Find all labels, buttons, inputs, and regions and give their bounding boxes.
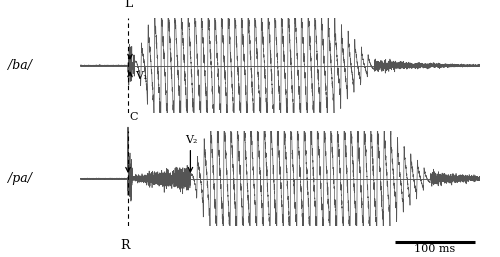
Text: 100 ms: 100 ms: [414, 244, 456, 254]
Text: /ba/: /ba/: [8, 59, 32, 72]
Text: R: R: [121, 239, 130, 252]
Text: C: C: [130, 112, 138, 122]
Text: L: L: [124, 0, 132, 10]
Text: V₂: V₂: [186, 135, 198, 145]
Text: /pa/: /pa/: [8, 172, 32, 185]
Text: V₁: V₁: [136, 71, 148, 81]
